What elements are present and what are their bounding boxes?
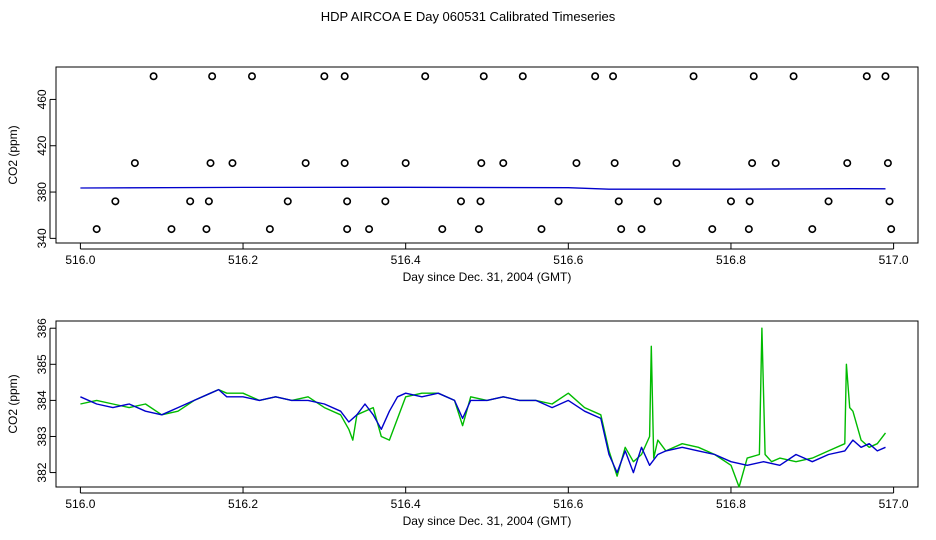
x-tick-label: 516.0 [65,253,95,267]
data-point [808,225,817,234]
data-point [744,225,753,234]
data-point [843,159,852,168]
data-point [438,225,447,234]
data-point [789,72,798,81]
data-point [186,197,195,206]
data-point [301,159,310,168]
y-axis-label: CO2 (ppm) [6,125,20,184]
x-tick-label: 516.8 [716,253,746,267]
x-axis-label: Day since Dec. 31, 2004 (GMT) [403,514,572,528]
x-tick-label: 516.2 [228,253,258,267]
data-point [885,197,894,206]
data-point [617,225,626,234]
x-tick-label: 516.6 [553,253,583,267]
data-point [518,72,527,81]
y-tick-label: 382 [35,462,49,482]
y-axis-label: CO2 (ppm) [6,374,20,433]
data-point [749,72,758,81]
data-point [887,225,896,234]
data-point [476,197,485,206]
data-point [92,225,101,234]
x-axis-label: Day since Dec. 31, 2004 (GMT) [403,270,572,284]
plot-frame [55,66,919,244]
plot-frame [55,320,919,488]
data-point [421,72,430,81]
data-point [572,159,581,168]
data-point [610,159,619,168]
x-tick-label: 516.4 [391,497,421,511]
data-point [456,197,465,206]
data-point [340,159,349,168]
data-point [365,225,374,234]
top-panel: 516.0 516.2 516.4 516.6 516.8 517.0 340 380 420 4… [6,66,919,284]
x-tick-label: 516.0 [65,497,95,511]
data-point [340,72,349,81]
data-point [637,225,646,234]
x-tick-label: 516.8 [716,497,746,511]
data-point [479,72,488,81]
data-point [862,72,871,81]
y-tick-label: 460 [35,89,49,109]
bottom-panel: 516.0 516.2 516.4 516.6 516.8 517.0 382 383 384 3… [6,318,919,528]
x-tick-label: 517.0 [879,497,909,511]
green-series-line [80,327,887,488]
data-point [265,225,274,234]
data-point [206,159,215,168]
data-point [208,72,217,81]
data-point [149,72,158,81]
x-tick-label: 516.4 [391,253,421,267]
data-point [202,225,211,234]
data-point [689,72,698,81]
blue-series-line [80,388,886,474]
data-point [474,225,483,234]
y-tick-label: 380 [35,182,49,202]
x-tick-label: 516.2 [228,497,258,511]
data-point [247,72,256,81]
data-point [883,159,892,168]
y-tick-label: 383 [35,426,49,446]
series-line [80,186,886,190]
data-point [537,225,546,234]
data-point [499,159,508,168]
data-point [726,197,735,206]
data-point [554,197,563,206]
y-tick-label: 384 [35,390,49,410]
data-point [672,159,681,168]
y-tick-label: 385 [35,354,49,374]
x-tick-label: 516.6 [553,497,583,511]
data-point [477,159,486,168]
data-point [167,225,176,234]
data-point [614,197,623,206]
data-point [204,197,213,206]
data-point [401,159,410,168]
data-point [591,72,600,81]
data-point [343,225,352,234]
data-point [881,72,890,81]
data-point [320,72,329,81]
data-point [771,159,780,168]
y-tick-label: 420 [35,135,49,155]
data-point [609,72,618,81]
data-point [824,197,833,206]
data-point [381,197,390,206]
data-point [228,159,237,168]
data-point [343,197,352,206]
data-point [745,197,754,206]
y-tick-label: 340 [35,228,49,248]
y-tick-label: 386 [35,318,49,338]
chart-title: HDP AIRCOA E Day 060531 Calibrated Times… [320,9,616,24]
data-point [653,197,662,206]
x-tick-label: 517.0 [879,253,909,267]
data-point [130,159,139,168]
data-point [708,225,717,234]
data-point [283,197,292,206]
data-point [748,159,757,168]
data-point [111,197,120,206]
